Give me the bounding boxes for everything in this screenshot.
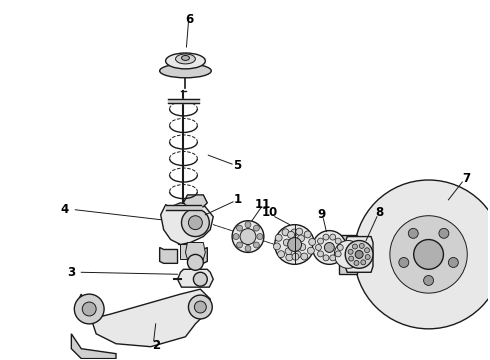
Circle shape	[352, 244, 357, 249]
Circle shape	[240, 229, 256, 244]
Circle shape	[278, 251, 285, 258]
Circle shape	[414, 239, 443, 269]
Circle shape	[237, 242, 243, 248]
Circle shape	[301, 253, 308, 260]
Text: 3: 3	[67, 266, 75, 279]
Circle shape	[355, 251, 363, 258]
Circle shape	[294, 251, 301, 258]
Circle shape	[365, 255, 370, 260]
Text: 4: 4	[60, 203, 69, 216]
Circle shape	[365, 248, 369, 253]
Circle shape	[359, 243, 364, 248]
Circle shape	[324, 243, 334, 252]
Circle shape	[330, 255, 336, 261]
Circle shape	[181, 209, 209, 237]
Circle shape	[334, 240, 362, 268]
Circle shape	[313, 231, 346, 264]
Circle shape	[237, 225, 243, 231]
Polygon shape	[76, 289, 210, 347]
Circle shape	[288, 238, 301, 251]
Circle shape	[390, 216, 467, 293]
Circle shape	[354, 180, 490, 329]
Circle shape	[335, 251, 341, 257]
Bar	[179, 244, 188, 260]
Circle shape	[288, 231, 294, 238]
Polygon shape	[161, 203, 213, 244]
Circle shape	[286, 254, 293, 261]
Circle shape	[282, 229, 289, 236]
Circle shape	[309, 238, 316, 246]
Text: 2: 2	[151, 339, 160, 352]
Circle shape	[399, 257, 409, 267]
Circle shape	[304, 231, 311, 238]
Circle shape	[285, 248, 292, 255]
Circle shape	[232, 221, 264, 252]
Circle shape	[189, 216, 202, 230]
Circle shape	[292, 253, 299, 260]
Circle shape	[253, 225, 259, 231]
Circle shape	[275, 225, 315, 264]
Circle shape	[233, 234, 239, 239]
Text: 5: 5	[233, 159, 241, 172]
Circle shape	[245, 246, 251, 251]
Circle shape	[349, 256, 354, 261]
Circle shape	[307, 247, 315, 254]
Circle shape	[330, 234, 336, 240]
Ellipse shape	[160, 64, 211, 78]
Polygon shape	[183, 195, 207, 207]
Circle shape	[283, 239, 290, 246]
Circle shape	[273, 243, 280, 250]
Circle shape	[335, 238, 341, 244]
Text: 1: 1	[234, 193, 242, 206]
Ellipse shape	[166, 53, 205, 69]
Circle shape	[82, 302, 96, 316]
Text: 6: 6	[185, 13, 194, 26]
Text: 10: 10	[262, 206, 278, 219]
Ellipse shape	[175, 54, 196, 64]
Circle shape	[245, 222, 251, 228]
Circle shape	[74, 294, 104, 324]
Circle shape	[291, 229, 298, 236]
Circle shape	[345, 240, 373, 268]
Polygon shape	[160, 247, 177, 264]
Circle shape	[448, 257, 458, 267]
Circle shape	[188, 255, 203, 270]
Circle shape	[275, 234, 282, 241]
Circle shape	[408, 228, 418, 238]
Polygon shape	[72, 334, 116, 359]
Circle shape	[296, 228, 303, 235]
Circle shape	[348, 249, 353, 254]
Polygon shape	[185, 243, 205, 260]
Polygon shape	[345, 237, 373, 272]
Circle shape	[361, 260, 366, 265]
Circle shape	[439, 228, 449, 238]
Circle shape	[354, 261, 359, 265]
Circle shape	[257, 234, 263, 239]
Circle shape	[189, 295, 212, 319]
Bar	[339, 235, 357, 274]
Text: 9: 9	[318, 208, 325, 221]
Ellipse shape	[181, 55, 190, 60]
Circle shape	[337, 244, 343, 251]
Text: 7: 7	[462, 171, 470, 185]
Circle shape	[253, 242, 259, 248]
Circle shape	[323, 255, 329, 261]
Circle shape	[299, 244, 306, 251]
Circle shape	[297, 235, 304, 242]
Circle shape	[194, 272, 207, 286]
Text: 11: 11	[255, 198, 271, 211]
Circle shape	[424, 275, 434, 285]
Circle shape	[323, 234, 329, 240]
Text: 8: 8	[375, 206, 383, 219]
Circle shape	[195, 301, 206, 313]
Circle shape	[318, 251, 323, 257]
Bar	[177, 210, 190, 244]
Polygon shape	[190, 247, 207, 264]
Polygon shape	[177, 269, 213, 287]
Circle shape	[318, 238, 323, 244]
Circle shape	[316, 244, 321, 251]
